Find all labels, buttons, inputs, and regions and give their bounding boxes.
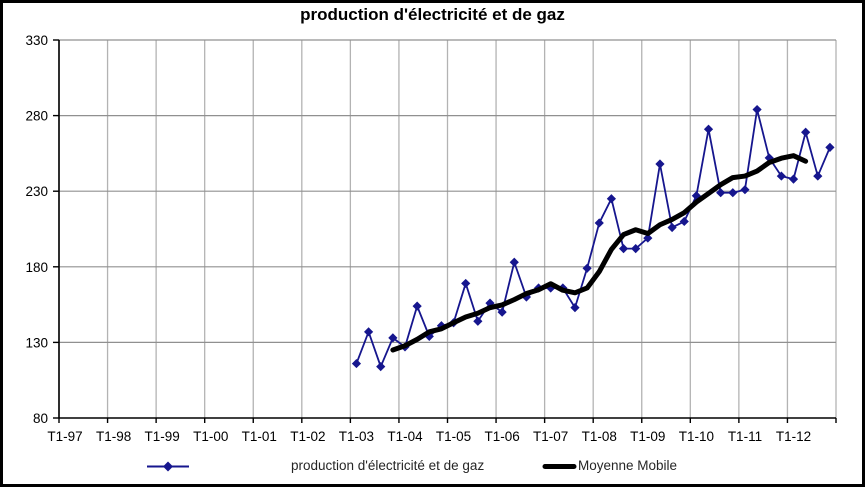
x-axis-tick-label: T1-07 (533, 429, 568, 444)
chart-title: production d'électricité et de gaz (300, 5, 565, 24)
x-axis-tick-label: T1-12 (776, 429, 811, 444)
data-point-diamond (473, 316, 483, 326)
y-axis-tick-label: 80 (33, 411, 48, 426)
x-axis-tick-label: T1-99 (145, 429, 180, 444)
x-axis-tick-label: T1-11 (728, 429, 762, 444)
data-point-diamond (740, 185, 750, 195)
data-point-diamond (582, 263, 592, 273)
data-point-diamond (813, 171, 823, 181)
data-point-diamond (716, 188, 726, 198)
x-axis-tick-label: T1-10 (679, 429, 714, 444)
data-point-diamond (594, 218, 604, 228)
y-axis-tick-label: 330 (25, 33, 48, 48)
data-point-diamond (412, 301, 422, 311)
data-point-diamond (521, 292, 532, 302)
legend-label-moyenne-mobile: Moyenne Mobile (578, 458, 678, 473)
data-point-diamond (788, 174, 799, 184)
series-moyenne-mobile (390, 153, 809, 353)
x-axis-tick-label: T1-04 (387, 429, 423, 444)
y-axis-tick-label: 230 (25, 184, 48, 199)
data-point-diamond (631, 244, 641, 254)
y-axis-tick-label: 130 (25, 335, 48, 350)
x-axis-tick-label: T1-09 (630, 429, 665, 444)
data-point-diamond (752, 104, 762, 115)
moving-average-line-marker-icon (542, 460, 577, 478)
data-point-diamond (667, 222, 677, 233)
data-point-diamond (703, 124, 714, 134)
data-point-diamond (461, 278, 471, 289)
data-point-diamond (363, 327, 374, 337)
data-point-diamond (570, 303, 580, 313)
axes (53, 39, 837, 423)
data-point-diamond (825, 142, 835, 152)
data-point-diamond (655, 159, 665, 169)
data-point-diamond (801, 127, 811, 137)
y-axis-tick-label: 180 (25, 260, 48, 275)
x-axis-tick-label: T1-98 (96, 429, 131, 444)
x-axis-tick-label: T1-97 (47, 429, 82, 444)
data-point-diamond (643, 233, 653, 243)
x-axis-tick-label: T1-02 (290, 429, 325, 444)
data-point-diamond (351, 358, 362, 369)
data-point-diamond (388, 333, 398, 343)
data-point-diamond (728, 188, 738, 198)
data-point-diamond (679, 216, 689, 227)
data-point-diamond (776, 171, 786, 181)
x-axis-tick-label: T1-03 (339, 429, 374, 444)
x-axis-tick-label: T1-00 (193, 429, 228, 444)
x-axis-tick-label: T1-01 (242, 429, 277, 444)
data-point-diamond (509, 257, 519, 267)
legend-label-production: production d'électricité et de gaz (291, 458, 485, 473)
tick-labels: 80 130 180 230 280 330 T1-97 T1-98 T1-99 T1-00 T1-… (25, 33, 811, 444)
x-axis-tick-label: T1-06 (484, 429, 519, 444)
data-point-diamond (618, 244, 629, 254)
data-point-diamond (497, 307, 507, 317)
data-point-diamond (606, 194, 616, 204)
x-axis-tick-label: T1-05 (436, 429, 471, 444)
y-axis-tick-label: 280 (25, 109, 48, 124)
x-axis-tick-label: T1-08 (582, 429, 617, 444)
data-point-diamond (376, 361, 386, 372)
series-line-marker-icon (146, 460, 190, 478)
gridlines (58, 39, 837, 418)
